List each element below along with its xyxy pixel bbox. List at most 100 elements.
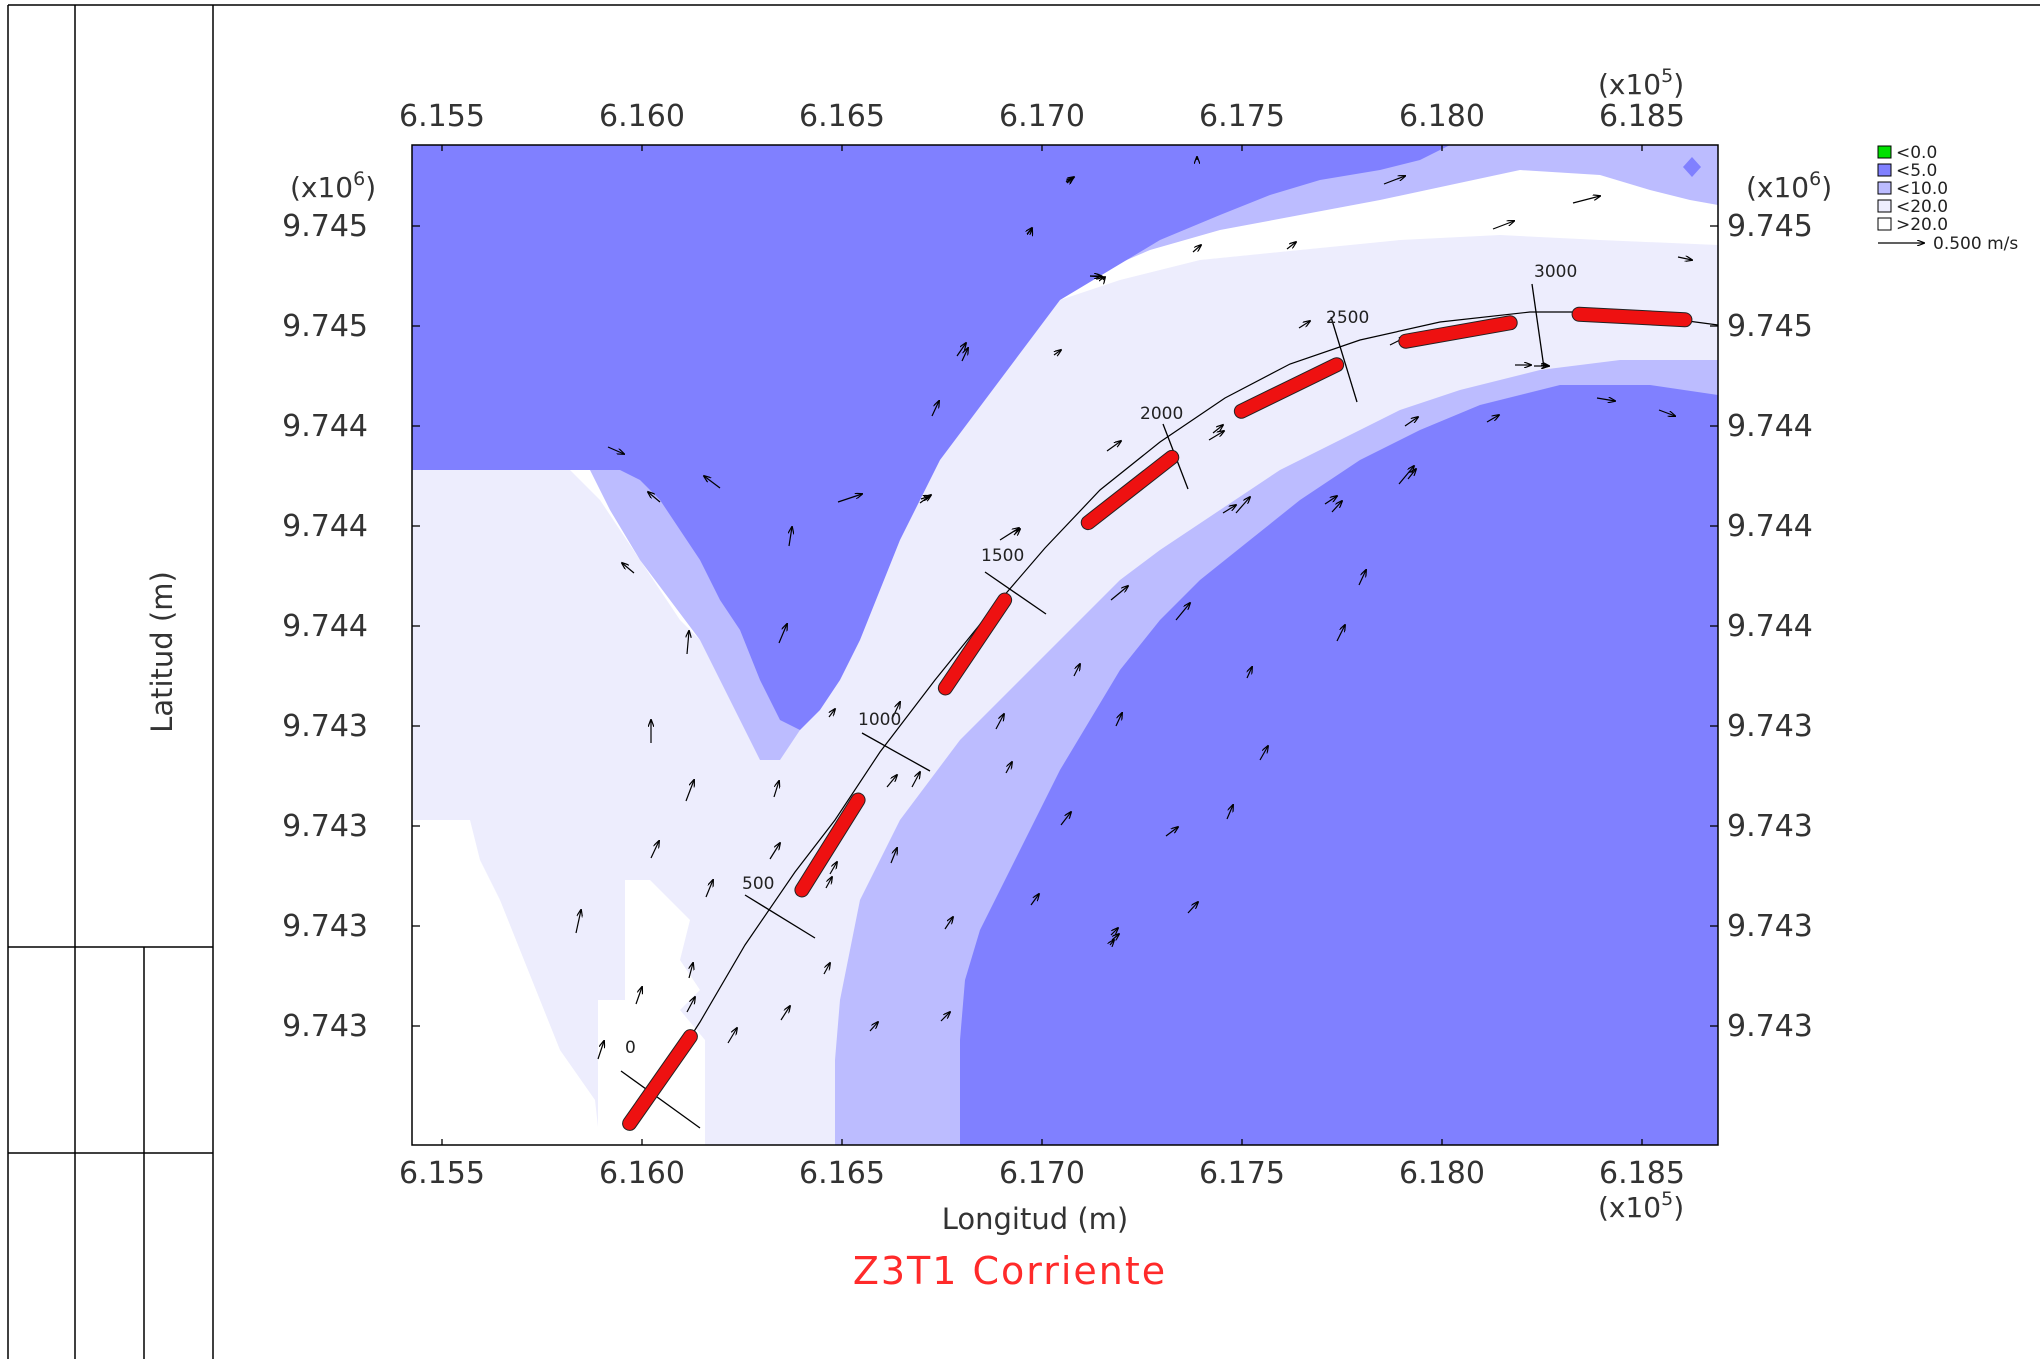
y-tick-label: 9.744 [1727, 609, 1813, 644]
current-vector [1106, 441, 1121, 452]
y-tick-label: 9.743 [282, 909, 368, 944]
current-vector [1383, 176, 1405, 185]
route-distance-label: 500 [742, 874, 774, 894]
current-vector [1404, 417, 1418, 427]
x-tick-label: 6.175 [1199, 1156, 1285, 1191]
current-vector [773, 781, 779, 798]
contour-deep-band-top [412, 145, 1450, 730]
current-vector [1005, 762, 1012, 774]
current-vector [1331, 501, 1342, 513]
x-tick-label: 6.185 [1599, 1156, 1685, 1191]
legend-swatch [1877, 181, 1892, 195]
current-vector [940, 1012, 950, 1022]
ship-route[interactable]: 0 500 1000 1500 2000 2500 3000 [620, 262, 1719, 1133]
current-vector [1030, 894, 1039, 906]
x-tick-label: 6.155 [399, 99, 485, 134]
current-vector [1067, 178, 1073, 183]
legend-swatch [1877, 199, 1892, 213]
current-vector [1492, 221, 1514, 230]
current-vector [1572, 196, 1600, 204]
current-vector [1208, 431, 1224, 441]
current-vector [1031, 229, 1032, 232]
current-vector [622, 563, 635, 574]
y-tick-label: 9.744 [282, 409, 368, 444]
current-vector [1110, 940, 1114, 945]
current-vector [1165, 827, 1178, 837]
figure-title: Z3T1 Corriente [853, 1249, 1167, 1293]
route-distance-label: 1000 [858, 710, 901, 730]
ship-icon[interactable] [1398, 315, 1519, 350]
ship-icon[interactable] [1232, 355, 1346, 420]
current-vector [1111, 934, 1119, 940]
route-distance-label: 1500 [981, 546, 1024, 566]
svg-text:(x106): (x106) [290, 168, 376, 204]
current-vector [1226, 805, 1233, 820]
current-vector [1407, 469, 1416, 480]
current-vector [1115, 713, 1122, 727]
y-tick-label: 9.743 [1727, 709, 1813, 744]
y-tick-labels-left: 9.745 9.745 9.744 9.744 9.744 9.743 9.74… [282, 209, 368, 1044]
x-tick-label: 6.180 [1399, 1156, 1485, 1191]
current-vector [650, 841, 659, 859]
current-vector [956, 343, 966, 357]
y-tick-label: 9.745 [1727, 309, 1813, 344]
current-vector [687, 631, 689, 655]
x-tick-label: 6.180 [1399, 99, 1485, 134]
x-tick-labels-top: 6.155 6.160 6.165 6.170 6.175 6.180 6.18… [399, 99, 1685, 134]
contour-deep-marker [1683, 157, 1701, 177]
current-vector [769, 843, 780, 860]
current-vector [607, 446, 624, 454]
legend-label: <20.0 [1896, 197, 1948, 217]
x-multiplier-bottom: (x105) [1598, 1188, 1684, 1224]
y-tick-label: 9.745 [1727, 209, 1813, 244]
y-tick-label: 9.744 [282, 609, 368, 644]
ship-positions[interactable] [620, 306, 1693, 1133]
current-vector [890, 848, 897, 864]
x-tick-label: 6.170 [999, 99, 1085, 134]
y-tick-labels-right: 9.745 9.745 9.744 9.744 9.744 9.743 9.74… [1727, 209, 1813, 1044]
current-vector [704, 476, 721, 489]
y-tick-label: 9.745 [282, 309, 368, 344]
current-vectors[interactable] [575, 157, 1692, 1060]
axis-ticks [412, 145, 1718, 1145]
ship-icon[interactable] [1571, 306, 1693, 328]
ship-icon[interactable] [620, 1027, 700, 1133]
current-vector [1187, 902, 1198, 914]
y-tick-label: 9.744 [1727, 509, 1813, 544]
legend-label: <5.0 [1896, 161, 1937, 181]
current-vector [886, 775, 897, 788]
current-vector [1222, 505, 1236, 514]
route-tick-marks [620, 283, 1545, 1129]
current-vector [1192, 245, 1201, 253]
current-vector [1110, 586, 1128, 601]
plot-frame [411, 144, 1719, 1146]
ship-icon[interactable] [1078, 448, 1181, 533]
current-vector [778, 624, 787, 644]
x-tick-label: 6.165 [799, 99, 885, 134]
svg-text:(x106): (x106) [1746, 168, 1832, 204]
ship-icon[interactable] [936, 590, 1015, 697]
current-vector [829, 709, 835, 718]
route-line [635, 311, 1719, 1123]
legend-label: >20.0 [1896, 215, 1948, 235]
y-tick-label: 9.743 [1727, 1009, 1813, 1044]
contour-map [412, 145, 1718, 1145]
legend: <0.0 <5.0 <10.0 <20.0 >20.0 0.500 m/s [1877, 143, 2018, 254]
current-vector [823, 963, 830, 975]
ship-icon[interactable] [792, 790, 867, 899]
x-tick-label: 6.170 [999, 1156, 1085, 1191]
route-distance-label: 2500 [1326, 308, 1369, 328]
current-vector [911, 772, 920, 788]
current-vector [1658, 409, 1675, 416]
current-vector [1247, 667, 1252, 679]
current-vector [891, 702, 900, 720]
x-tick-label: 6.160 [599, 1156, 685, 1191]
current-vector [1677, 257, 1692, 260]
x-tick-label: 6.165 [799, 1156, 885, 1191]
current-vector [995, 714, 1004, 730]
route-distance-label: 3000 [1534, 262, 1577, 282]
x-axis-label: Longitud (m) [942, 1202, 1129, 1236]
legend-label: <10.0 [1896, 179, 1948, 199]
current-vector [1486, 415, 1499, 423]
